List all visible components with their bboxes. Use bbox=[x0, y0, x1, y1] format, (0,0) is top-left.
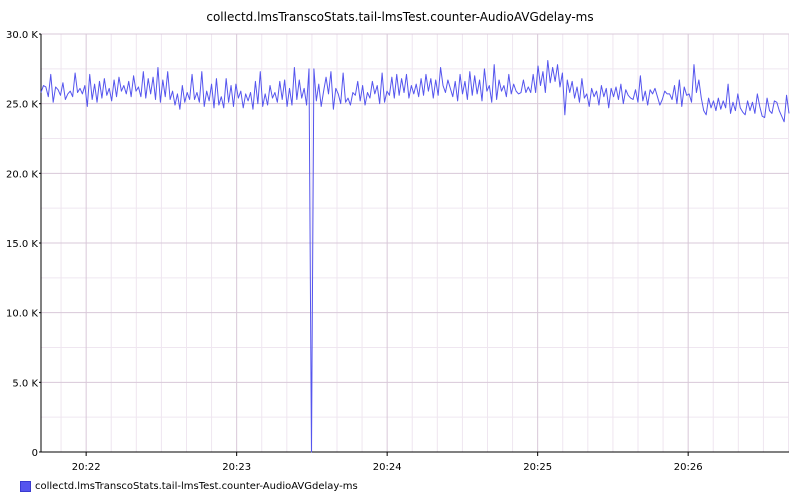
y-tick-label: 25.0 K bbox=[6, 100, 38, 111]
y-tick-label: 0 bbox=[32, 448, 38, 459]
axes: 0 5.0 K 10.0 K 15.0 K 20.0 K 25.0 K 30.0 K 20:2… bbox=[6, 30, 789, 473]
x-tick-label: 20:24 bbox=[373, 462, 402, 473]
chart-title: collectd.lmsTranscoStats.tail-lmsTest.co… bbox=[206, 10, 593, 24]
y-tick-label: 30.0 K bbox=[6, 30, 38, 41]
y-tick-label: 15.0 K bbox=[6, 239, 38, 250]
legend-swatch bbox=[20, 481, 31, 492]
x-tick-label: 20:25 bbox=[523, 462, 552, 473]
legend: collectd.lmsTranscoStats.tail-lmsTest.co… bbox=[20, 481, 358, 492]
series-layer bbox=[40, 59, 790, 453]
x-tick-label: 20:26 bbox=[674, 462, 703, 473]
grid-lines bbox=[41, 33, 789, 452]
legend-label: collectd.lmsTranscoStats.tail-lmsTest.co… bbox=[35, 481, 358, 492]
y-tick-label: 5.0 K bbox=[12, 378, 38, 389]
y-tick-label: 10.0 K bbox=[6, 309, 38, 320]
x-tick-label: 20:22 bbox=[72, 462, 101, 473]
x-tick-label: 20:23 bbox=[222, 462, 251, 473]
y-tick-label: 20.0 K bbox=[6, 169, 38, 180]
series-line-0 bbox=[40, 59, 790, 453]
